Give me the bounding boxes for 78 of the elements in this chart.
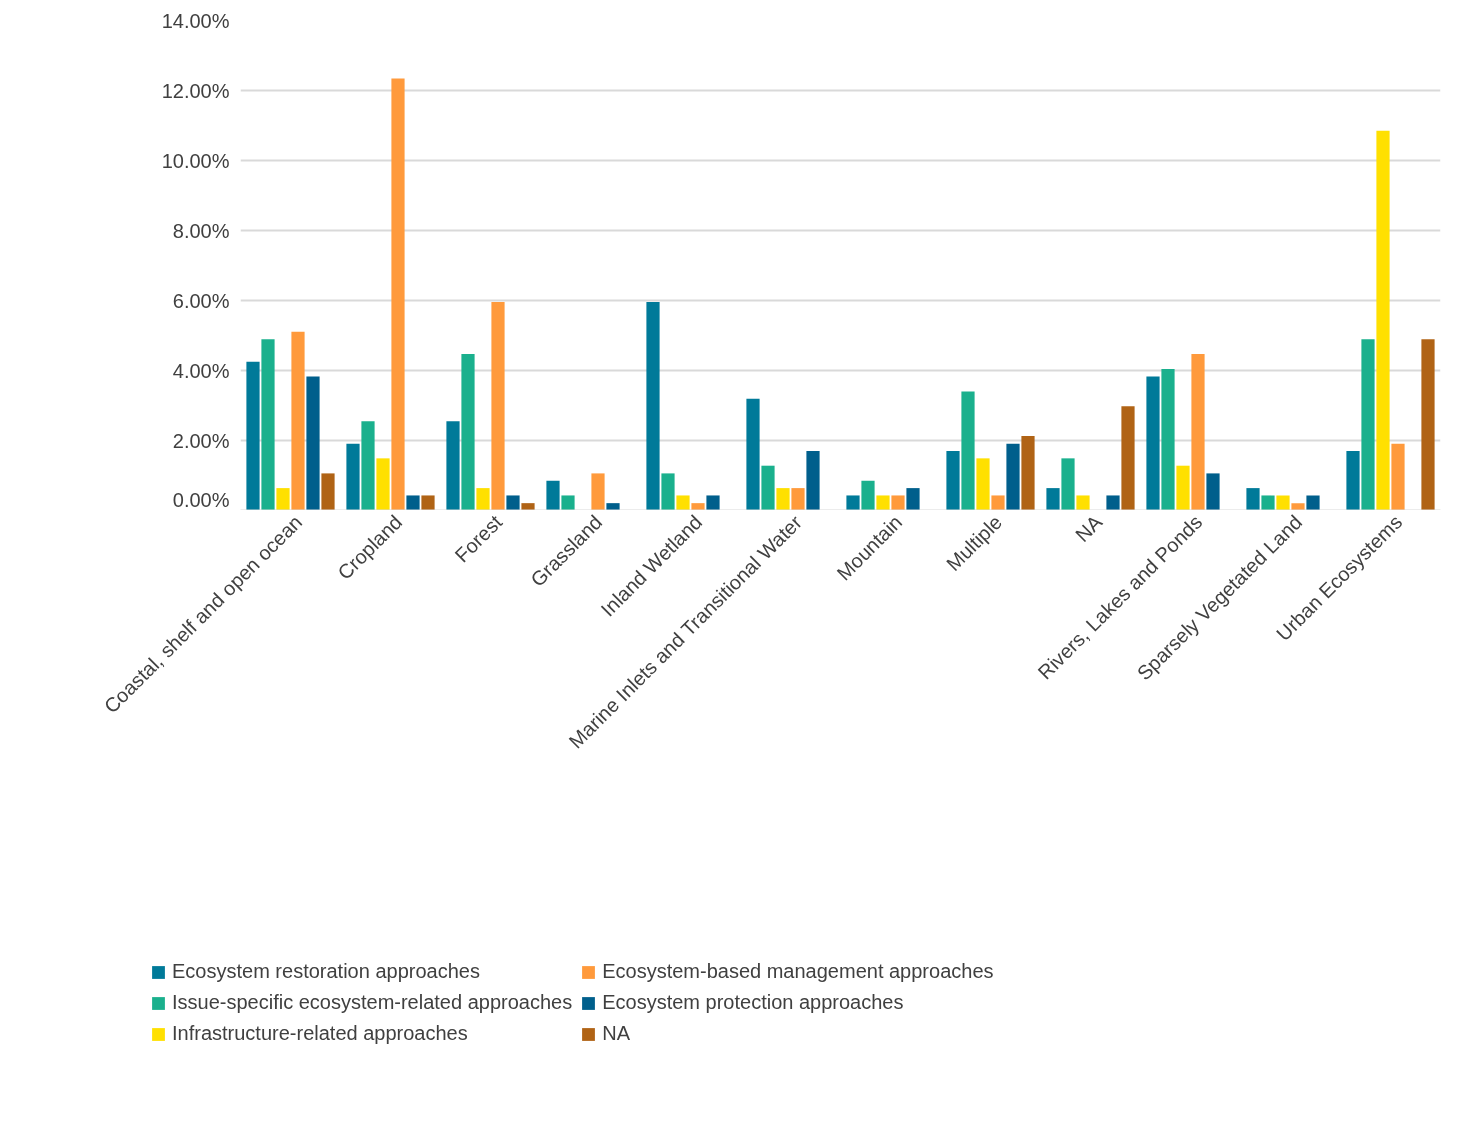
bar bbox=[391, 78, 405, 510]
bar bbox=[976, 458, 990, 510]
bar bbox=[376, 458, 390, 510]
bar bbox=[846, 495, 860, 510]
bar bbox=[1361, 339, 1375, 510]
bar bbox=[561, 495, 575, 510]
bar bbox=[961, 391, 975, 510]
bar bbox=[361, 421, 375, 510]
bar bbox=[1246, 488, 1260, 510]
x-tick-label: NA bbox=[1071, 510, 1107, 547]
bar bbox=[291, 331, 305, 510]
bar bbox=[1121, 406, 1135, 510]
bar bbox=[406, 495, 420, 510]
bar bbox=[506, 495, 520, 510]
bar bbox=[1006, 443, 1020, 510]
bar bbox=[661, 473, 675, 510]
bar bbox=[991, 495, 1005, 510]
bar bbox=[706, 495, 720, 510]
bar bbox=[306, 376, 320, 510]
bar bbox=[1146, 376, 1160, 510]
bar bbox=[1176, 465, 1190, 510]
bar bbox=[461, 354, 475, 510]
bar bbox=[876, 495, 890, 510]
bar bbox=[1306, 495, 1320, 510]
y-tick-label: 6.00% bbox=[172, 289, 230, 312]
legend-label: NA bbox=[602, 1022, 630, 1045]
bar bbox=[1291, 503, 1305, 510]
bar bbox=[1346, 451, 1360, 510]
legend-label: Ecosystem-based management approaches bbox=[602, 960, 994, 983]
bar bbox=[446, 421, 460, 510]
bar bbox=[761, 465, 775, 510]
bar bbox=[746, 398, 760, 510]
bar bbox=[806, 451, 820, 510]
bar bbox=[346, 443, 360, 510]
bar bbox=[546, 480, 560, 510]
bar bbox=[276, 488, 290, 510]
bar bbox=[776, 488, 790, 510]
bar bbox=[906, 488, 920, 510]
bar bbox=[946, 451, 960, 510]
bar bbox=[421, 495, 435, 510]
y-tick-label: 0.00% bbox=[172, 488, 230, 511]
bar bbox=[1076, 495, 1090, 510]
bar bbox=[591, 473, 605, 510]
y-tick-label: 10.00% bbox=[161, 149, 230, 172]
bar bbox=[791, 488, 805, 510]
bar bbox=[1206, 473, 1220, 510]
bar bbox=[1261, 495, 1275, 510]
bar bbox=[891, 495, 905, 510]
legend-label: Ecosystem restoration approaches bbox=[172, 960, 480, 983]
legend-label: Ecosystem protection approaches bbox=[602, 991, 904, 1014]
bar bbox=[1421, 339, 1435, 510]
bar bbox=[491, 301, 505, 510]
bar bbox=[1191, 354, 1205, 510]
bar bbox=[1106, 495, 1120, 510]
bar bbox=[1376, 130, 1390, 510]
bar bbox=[521, 503, 535, 510]
bar bbox=[1391, 443, 1405, 510]
bar bbox=[1021, 435, 1035, 510]
bar bbox=[676, 495, 690, 510]
y-tick-label: 14.00% bbox=[161, 9, 230, 32]
y-tick-label: 4.00% bbox=[172, 359, 230, 382]
y-tick-label: 12.00% bbox=[161, 79, 230, 102]
bar bbox=[861, 480, 875, 510]
bar bbox=[321, 473, 335, 510]
bar bbox=[606, 503, 620, 510]
y-tick-label: 8.00% bbox=[172, 219, 230, 242]
bar bbox=[1161, 369, 1175, 510]
y-tick-label: 2.00% bbox=[172, 429, 230, 452]
bar bbox=[691, 503, 705, 510]
bar bbox=[246, 361, 260, 510]
bar bbox=[261, 339, 275, 510]
bar bbox=[1276, 495, 1290, 510]
legend-label: Infrastructure-related approaches bbox=[172, 1022, 468, 1045]
bar bbox=[646, 301, 660, 510]
bar bbox=[1061, 458, 1075, 510]
bar bbox=[1046, 488, 1060, 510]
legend-label: Issue-specific ecosystem-related approaches bbox=[172, 991, 573, 1014]
bar bbox=[476, 488, 490, 510]
